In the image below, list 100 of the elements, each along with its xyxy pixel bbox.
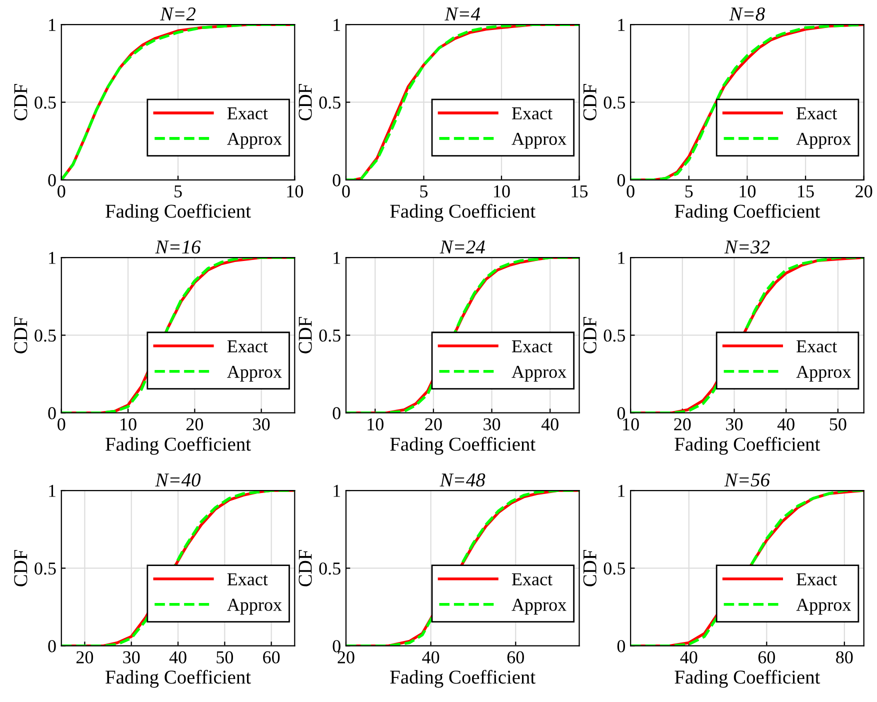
line-series [61, 258, 295, 413]
chart-title: N=16 [155, 240, 201, 254]
legend-label: Approx [796, 132, 851, 149]
x-axis-title: Fading Coefficient [106, 204, 251, 222]
legend-label: Exact [512, 340, 552, 352]
x-tick-label: 5 [174, 185, 182, 198]
y-tick-label: 1 [49, 252, 56, 264]
chart-title: N=4 [444, 8, 480, 20]
x-tick-label: 30 [123, 651, 140, 664]
x-tick-label: 40 [680, 651, 698, 664]
legend-label: Approx [227, 132, 282, 149]
x-tick-label: 40 [777, 418, 794, 430]
y-tick-label: 0.5 [604, 96, 626, 109]
x-tick-label: 0 [626, 185, 634, 198]
x-axis-title: Fading Coefficient [674, 204, 820, 222]
legend-label: Exact [227, 107, 268, 120]
x-tick-label: 5 [685, 185, 693, 198]
x-axis-title: Fading Coefficient [674, 670, 820, 688]
x-axis-title: Fading Coefficient [390, 670, 536, 688]
line-series [346, 24, 580, 180]
y-tick-label: 0 [48, 640, 56, 652]
y-tick-label: 1 [334, 484, 340, 497]
legend-label: Approx [512, 366, 566, 382]
legend-label: Exact [227, 340, 268, 352]
legend-label: Exact [796, 107, 838, 120]
chart-title: N=2 [160, 8, 196, 20]
y-axis-title: CDF [14, 84, 28, 120]
line-series [61, 24, 295, 180]
x-axis-title: Fading Coefficient [106, 670, 251, 688]
x-tick-label: 20 [674, 418, 691, 430]
x-tick-label: 15 [572, 185, 588, 198]
y-tick-label: 0 [48, 174, 56, 186]
y-tick-label: 0.5 [34, 562, 56, 575]
y-tick-label: 1 [49, 18, 56, 31]
legend-label: Approx [796, 598, 851, 615]
y-axis-title: CDF [583, 316, 596, 354]
y-tick-label: 0.5 [604, 329, 626, 342]
x-tick-label: 20 [425, 418, 442, 430]
y-tick-label: 1 [334, 18, 340, 31]
legend-label: Exact [512, 107, 552, 120]
x-tick-label: 10 [120, 418, 136, 430]
x-tick-label: 20 [338, 651, 354, 664]
y-axis-title: CDF [14, 550, 28, 586]
y-tick-label: 1 [334, 252, 340, 264]
y-axis-title: CDF [298, 316, 312, 354]
x-tick-label: 50 [830, 418, 846, 430]
y-axis-title: CDF [298, 550, 312, 586]
legend-label: Exact [796, 573, 838, 586]
x-tick-label: 40 [422, 651, 440, 664]
x-tick-label: 30 [484, 418, 500, 430]
y-axis-title: CDF [583, 550, 596, 586]
y-tick-label: 0 [332, 407, 340, 420]
x-tick-label: 15 [798, 185, 814, 198]
legend-label: Exact [227, 573, 268, 586]
legend-label: Approx [227, 366, 282, 382]
x-tick-label: 80 [836, 651, 853, 664]
y-tick-label: 1 [618, 484, 625, 497]
chart-title: N=56 [724, 473, 770, 487]
x-axis-title: Fading Coefficient [390, 204, 536, 222]
y-axis-title: CDF [14, 316, 28, 354]
legend-label: Approx [796, 366, 851, 382]
x-axis-title: Fading Coefficient [390, 436, 536, 455]
y-tick-label: 0 [617, 640, 626, 652]
y-tick-label: 0 [617, 407, 626, 420]
x-tick-label: 10 [623, 418, 639, 430]
chart-title: N=24 [440, 240, 485, 254]
legend-label: Exact [512, 573, 552, 586]
x-tick-label: 40 [169, 651, 186, 664]
x-tick-label: 40 [541, 418, 558, 430]
x-tick-label: 30 [253, 418, 270, 430]
legend-label: Exact [796, 340, 838, 352]
x-tick-label: 20 [186, 418, 204, 430]
y-tick-label: 0 [332, 640, 340, 652]
y-tick-label: 0 [332, 174, 340, 186]
y-tick-label: 0 [617, 174, 626, 186]
x-tick-label: 60 [263, 651, 280, 664]
y-tick-label: 0.5 [34, 329, 56, 342]
chart-title: N=48 [440, 473, 486, 487]
y-axis-title: CDF [583, 84, 596, 120]
y-axis-title: CDF [298, 84, 312, 120]
x-tick-label: 0 [58, 185, 66, 198]
x-tick-label: 10 [287, 185, 303, 198]
y-tick-label: 0.5 [319, 96, 340, 109]
y-tick-label: 0.5 [604, 562, 626, 575]
x-tick-label: 5 [420, 185, 428, 198]
y-tick-label: 0 [48, 407, 56, 420]
y-tick-label: 1 [618, 18, 625, 31]
x-tick-label: 0 [342, 185, 350, 198]
chart-title: N=8 [729, 7, 765, 21]
y-tick-label: 1 [49, 484, 56, 497]
x-tick-label: 20 [76, 651, 94, 664]
x-axis-title: Fading Coefficient [106, 436, 251, 455]
legend-label: Approx [512, 132, 566, 149]
x-tick-label: 0 [58, 418, 66, 430]
x-tick-label: 50 [216, 651, 234, 664]
x-tick-label: 60 [507, 651, 524, 664]
y-tick-label: 1 [618, 252, 625, 264]
x-axis-title: Fading Coefficient [674, 436, 820, 455]
chart-title: N=32 [724, 240, 770, 254]
x-tick-label: 10 [494, 185, 510, 198]
